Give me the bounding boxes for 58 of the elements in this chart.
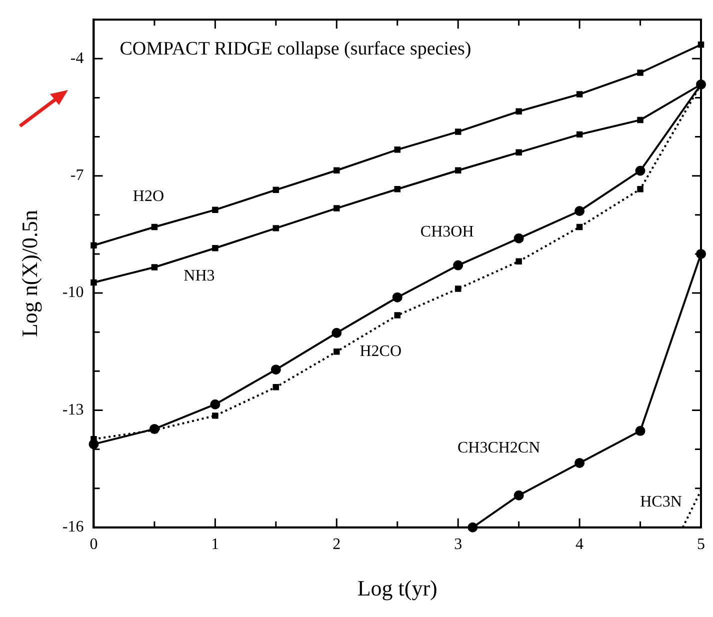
- series-label: CH3CH2CN: [457, 440, 541, 457]
- y-axis-title: Log n(X)/0.5n: [16, 210, 42, 338]
- x-axis-title: Log t(yr): [357, 576, 438, 601]
- x-tick-label: 2: [332, 536, 341, 554]
- y-tick-label: -10: [62, 284, 84, 302]
- point: [637, 70, 644, 76]
- point: [212, 206, 218, 213]
- point: [212, 244, 218, 252]
- point: [270, 364, 281, 375]
- point: [574, 458, 585, 468]
- point: [574, 206, 585, 216]
- y-tick-label: -4: [70, 50, 84, 67]
- point: [394, 146, 400, 153]
- point: [272, 186, 280, 194]
- y-tick-label: -7: [70, 167, 84, 184]
- point: [637, 116, 644, 124]
- point: [149, 424, 160, 434]
- point: [272, 384, 280, 390]
- point: [392, 292, 402, 302]
- x-tick-label: 5: [697, 536, 705, 554]
- point: [151, 224, 158, 230]
- point: [635, 166, 646, 176]
- text: COMPACT RIDGE collapse (surface species): [120, 38, 472, 60]
- point: [454, 167, 462, 174]
- y-tick-label: -13: [62, 401, 84, 418]
- point: [576, 91, 583, 98]
- point: [212, 412, 218, 419]
- point: [516, 258, 522, 265]
- point: [454, 128, 462, 135]
- point: [334, 348, 340, 355]
- point: [637, 186, 644, 192]
- point: [514, 233, 524, 244]
- point: [334, 167, 340, 174]
- point: [516, 149, 522, 156]
- point: [332, 328, 342, 338]
- x-tick-label: 1: [211, 536, 220, 554]
- point: [453, 260, 464, 270]
- x-tick-label: 0: [90, 536, 98, 554]
- series-label: NH3: [184, 267, 215, 284]
- series-label: HC3N: [640, 493, 682, 510]
- point: [576, 224, 583, 230]
- point: [394, 186, 400, 192]
- series-label: H2O: [132, 188, 164, 206]
- point: [334, 205, 340, 212]
- point: [576, 131, 583, 138]
- point: [514, 490, 524, 500]
- series-label: H2CO: [360, 342, 402, 360]
- point: [272, 225, 280, 232]
- point: [516, 108, 522, 115]
- point: [454, 286, 462, 292]
- point: [210, 399, 220, 410]
- y-tick-label: -16: [62, 518, 84, 536]
- point: [394, 312, 400, 318]
- point: [635, 426, 646, 436]
- series-label: CH3OH: [420, 224, 474, 240]
- point: [151, 264, 158, 270]
- x-tick-label: 4: [576, 536, 584, 554]
- x-tick-label: 3: [454, 536, 462, 554]
